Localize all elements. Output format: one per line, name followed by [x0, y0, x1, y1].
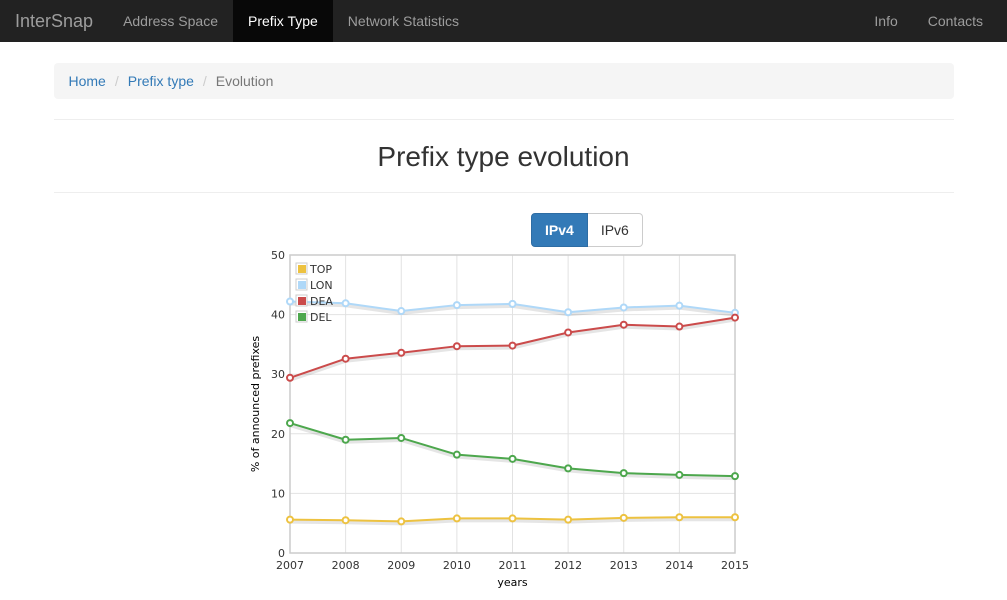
- breadcrumb-separator: /: [202, 73, 207, 89]
- legend-label-dea: DEA: [310, 295, 333, 308]
- data-point-top: [619, 513, 628, 522]
- legend-swatch-top: [298, 265, 306, 273]
- nav-item-address-space[interactable]: Address Space: [123, 13, 219, 29]
- data-point-del: [619, 469, 628, 478]
- navbar-left: InterSnap Address Space Prefix Type Netw…: [0, 0, 474, 42]
- data-point-top: [564, 515, 573, 524]
- data-point-dea: [452, 342, 461, 351]
- navbar-right: Info Contacts: [859, 0, 1007, 42]
- data-point-dea: [675, 322, 684, 331]
- data-point-del: [731, 472, 739, 481]
- y-tick-label: 50: [271, 249, 285, 262]
- data-point-del: [564, 464, 573, 473]
- data-point-del: [508, 454, 517, 463]
- data-point-dea: [508, 341, 517, 350]
- nav-item-prefix-type[interactable]: Prefix Type: [233, 0, 333, 42]
- breadcrumb-current: Evolution: [215, 73, 274, 89]
- legend-label-lon: LON: [310, 279, 333, 292]
- x-tick-label: 2008: [332, 559, 360, 572]
- data-point-dea: [341, 354, 350, 363]
- y-axis-title: % of announced prefixes: [249, 336, 262, 473]
- data-point-del: [397, 433, 406, 442]
- data-point-lon: [286, 297, 294, 306]
- y-tick-label: 10: [271, 487, 285, 500]
- breadcrumb-separator: /: [114, 73, 119, 89]
- data-point-lon: [675, 301, 684, 310]
- data-point-dea: [619, 320, 628, 329]
- data-point-dea: [731, 313, 739, 322]
- data-point-lon: [564, 308, 573, 317]
- legend-label-del: DEL: [310, 311, 332, 324]
- divider-bottom: [53, 192, 954, 193]
- data-point-dea: [286, 373, 294, 382]
- main-container: Home / Prefix type / Evolution Prefix ty…: [53, 63, 954, 193]
- data-point-del: [341, 435, 350, 444]
- x-tick-label: 2014: [665, 559, 693, 572]
- x-tick-label: 2013: [610, 559, 638, 572]
- x-tick-label: 2011: [499, 559, 527, 572]
- divider-top: [53, 119, 954, 120]
- ipv4-button[interactable]: IPv4: [531, 213, 588, 247]
- x-tick-label: 2010: [443, 559, 471, 572]
- y-tick-label: 40: [271, 309, 285, 322]
- data-point-top: [286, 515, 294, 524]
- legend-label-top: TOP: [309, 263, 332, 276]
- y-tick-label: 0: [278, 547, 285, 560]
- brand-logo[interactable]: InterSnap: [15, 10, 94, 31]
- data-point-del: [452, 450, 461, 459]
- legend-swatch-lon: [298, 281, 306, 289]
- data-point-lon: [341, 299, 350, 308]
- x-tick-label: 2007: [276, 559, 304, 572]
- x-tick-label: 2009: [387, 559, 415, 572]
- breadcrumb-home-link[interactable]: Home: [68, 73, 106, 89]
- ipv6-button[interactable]: IPv6: [587, 213, 643, 247]
- nav-item-network-statistics[interactable]: Network Statistics: [347, 13, 460, 29]
- x-tick-label: 2012: [554, 559, 582, 572]
- data-point-dea: [397, 348, 406, 357]
- x-axis-title: years: [497, 576, 528, 589]
- data-point-top: [397, 517, 406, 526]
- data-point-del: [675, 470, 684, 479]
- data-point-top: [341, 516, 350, 525]
- data-point-lon: [619, 303, 628, 312]
- data-point-del: [286, 419, 294, 428]
- ip-version-toggle: IPv4 IPv6: [531, 213, 643, 247]
- data-point-lon: [452, 301, 461, 310]
- page-title: Prefix type evolution: [377, 141, 630, 172]
- top-navbar: InterSnap Address Space Prefix Type Netw…: [0, 0, 1007, 42]
- y-tick-label: 30: [271, 368, 285, 381]
- data-point-top: [508, 514, 517, 523]
- legend-swatch-dea: [298, 297, 306, 305]
- data-point-top: [452, 514, 461, 523]
- plot-border: [289, 254, 736, 554]
- data-point-lon: [397, 307, 406, 316]
- data-point-top: [675, 513, 684, 522]
- breadcrumb-prefix-type-link[interactable]: Prefix type: [127, 73, 194, 89]
- y-tick-label: 20: [271, 428, 285, 441]
- nav-item-contacts[interactable]: Contacts: [927, 13, 983, 29]
- data-point-dea: [564, 328, 573, 337]
- data-point-top: [731, 513, 739, 522]
- nav-item-info[interactable]: Info: [874, 13, 898, 29]
- data-point-lon: [508, 299, 517, 308]
- breadcrumb: Home / Prefix type / Evolution: [53, 63, 954, 99]
- legend-swatch-del: [298, 313, 306, 321]
- x-tick-label: 2015: [721, 559, 749, 572]
